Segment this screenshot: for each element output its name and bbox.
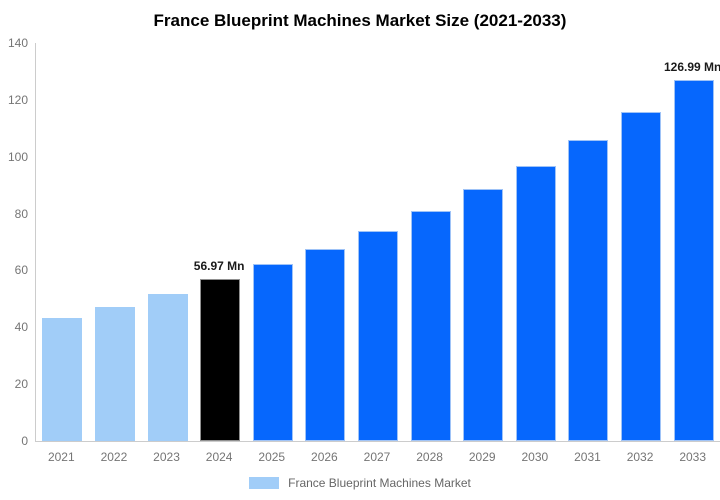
x-tick-label: 2033: [679, 450, 707, 464]
y-tick-label: 120: [7, 92, 28, 107]
x-tick-label: 2024: [205, 450, 233, 464]
y-tick-label: 80: [14, 206, 28, 221]
bar-2029: [463, 189, 504, 441]
x-tick-label: 2023: [153, 450, 180, 464]
bar-2028: [410, 210, 451, 441]
bar-value-label-2024: 56.97 Mn: [193, 259, 245, 274]
x-tick-label: 2030: [521, 450, 549, 464]
legend-swatch: [249, 477, 280, 489]
bar-2025: [252, 264, 293, 441]
bar-2021: [42, 318, 83, 441]
x-tick-label: 2029: [468, 450, 496, 464]
bar-2030: [515, 165, 556, 441]
chart-title: France Blueprint Machines Market Size (2…: [153, 11, 567, 30]
legend-label: France Blueprint Machines Market: [288, 476, 471, 490]
y-tick-label: 20: [14, 377, 28, 392]
bar-2023: [147, 294, 188, 441]
bar-2032: [621, 111, 662, 441]
y-tick-label: 0: [21, 434, 28, 448]
bar-2027: [358, 230, 398, 441]
bar-2022: [94, 306, 135, 441]
x-tick-label: 2031: [574, 450, 601, 464]
bar-2026: [305, 248, 346, 441]
y-tick-label: 40: [14, 320, 28, 335]
x-tick-label: 2026: [311, 450, 338, 464]
y-tick-label: 100: [7, 149, 28, 164]
x-tick-label: 2028: [416, 450, 443, 464]
bar-2031: [568, 139, 609, 441]
y-tick-label: 60: [14, 263, 28, 278]
plot-area: [35, 43, 720, 442]
bar-value-label-2033: 126.99 Mn: [664, 59, 720, 74]
bar-2024: [200, 279, 241, 441]
x-tick-label: 2027: [363, 450, 391, 464]
x-tick-label: 2021: [47, 450, 75, 464]
x-tick-label: 2022: [100, 450, 128, 464]
x-tick-label: 2025: [258, 450, 286, 464]
bar-2033: [673, 80, 714, 441]
legend-item[interactable]: France Blueprint Machines Market: [0, 476, 720, 490]
x-tick-label: 2032: [626, 450, 654, 464]
y-tick-label: 140: [7, 36, 28, 50]
